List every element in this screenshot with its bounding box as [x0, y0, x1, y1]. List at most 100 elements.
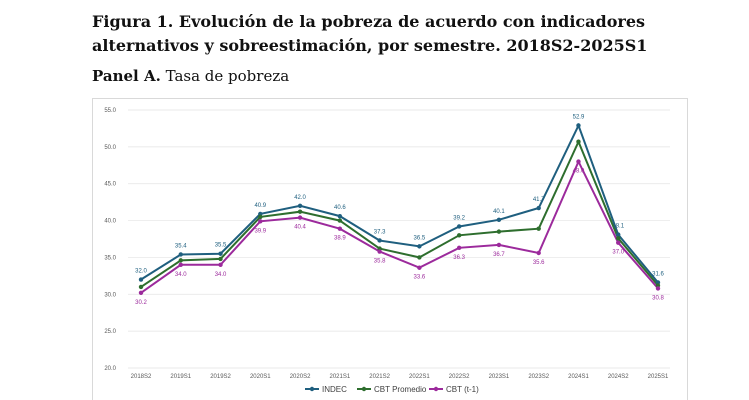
panel-subtitle: Tasa de pobreza [165, 67, 290, 85]
y-tick-label: 35.0 [104, 255, 116, 261]
data-point [178, 262, 183, 267]
data-label: 36.7 [493, 252, 505, 258]
series-line-1 [140, 139, 659, 288]
data-point [655, 286, 661, 291]
x-tick-label: 2019S2 [210, 374, 231, 380]
legend-label: CBT Promedio [374, 385, 427, 394]
x-axis-ticks: 2018S2 2019S1 2019S2 2020S1 2020S2 2021S1 2021… [131, 374, 669, 380]
data-label: 40.4 [294, 225, 306, 231]
data-point [138, 284, 144, 290]
x-tick-label: 2022S2 [449, 374, 470, 380]
chart-legend: INDEC CBT Promedio CBT (t-1) [305, 385, 479, 394]
x-tick-label: 2018S2 [131, 374, 152, 380]
data-point [337, 226, 343, 231]
data-point [576, 159, 581, 164]
y-tick-label: 20.0 [104, 366, 116, 372]
data-point [536, 250, 541, 256]
data-label: 42.0 [294, 195, 306, 201]
data-label: 38.1 [612, 224, 624, 230]
data-point [576, 139, 581, 144]
data-point [496, 229, 502, 234]
data-label: 41.7 [533, 197, 545, 203]
y-axis-ticks: 20.0 25.0 30.0 35.0 40.0 45.0 50.0 55.0 [104, 108, 116, 372]
data-label: 40.6 [334, 205, 346, 211]
data-point [297, 203, 303, 209]
x-tick-label: 2021S2 [369, 374, 390, 380]
data-label: 35.4 [175, 243, 187, 249]
data-point [337, 213, 343, 219]
data-point [456, 233, 462, 238]
data-point [138, 277, 144, 282]
data-label: 35.5 [215, 243, 227, 249]
data-point [456, 224, 462, 229]
data-point [178, 252, 183, 257]
series-line-0 [140, 122, 659, 284]
series-lines [140, 122, 659, 294]
data-label: 31.6 [652, 271, 664, 277]
data-point [218, 251, 223, 256]
data-point [496, 242, 502, 248]
figure-title: Figura 1. Evolución de la pobreza de acu… [92, 12, 648, 55]
data-label: 30.2 [135, 300, 147, 306]
series-markers [138, 123, 661, 296]
x-tick-label: 2020S1 [250, 374, 271, 380]
data-point [417, 244, 422, 249]
data-label: 48.0 [573, 169, 585, 175]
data-label: 36.3 [453, 255, 465, 261]
data-point [178, 258, 183, 263]
y-tick-label: 50.0 [104, 145, 116, 151]
data-label: 39.2 [453, 215, 465, 221]
data-point [536, 226, 541, 231]
data-label: 37.3 [374, 229, 386, 235]
data-point [218, 262, 223, 267]
data-point [337, 218, 343, 223]
data-label: 34.0 [215, 272, 227, 278]
data-point [616, 232, 621, 237]
data-label: 32.0 [135, 269, 147, 275]
data-point [377, 238, 382, 243]
data-label: 39.9 [254, 228, 266, 234]
data-label: 40.9 [254, 203, 266, 209]
legend-swatch-marker [433, 386, 439, 392]
data-label: 40.1 [493, 209, 505, 215]
y-tick-label: 55.0 [104, 108, 116, 114]
data-point [297, 209, 303, 214]
legend-label: CBT (t-1) [446, 385, 479, 394]
data-label: 30.8 [652, 295, 664, 301]
panel-title: Panel A. Tasa de pobreza [92, 67, 289, 85]
data-label: 35.6 [533, 260, 545, 266]
x-tick-label: 2024S2 [608, 374, 629, 380]
data-labels: 32.0 35.4 35.5 40.9 42.0 40.6 37.3 36.5 39.2 40.1… [135, 114, 664, 305]
data-label: 33.6 [414, 275, 426, 281]
data-point [496, 217, 502, 223]
data-point [616, 240, 621, 245]
panel-label: Panel A. [92, 67, 161, 85]
y-tick-label: 25.0 [104, 329, 116, 335]
data-point [138, 290, 144, 296]
data-label: 36.5 [414, 235, 426, 241]
data-point [576, 123, 581, 128]
data-point [456, 245, 462, 251]
data-point [417, 255, 422, 260]
x-tick-label: 2021S1 [330, 374, 351, 380]
series-line-2 [140, 159, 659, 294]
data-point [377, 249, 382, 254]
x-tick-label: 2024S1 [568, 374, 589, 380]
x-tick-label: 2022S1 [409, 374, 430, 380]
data-point [297, 215, 303, 220]
data-label: 38.9 [334, 236, 346, 242]
data-label: 34.0 [175, 272, 187, 278]
data-point [258, 214, 263, 220]
x-tick-label: 2023S2 [528, 374, 549, 380]
legend-label: INDEC [322, 385, 347, 394]
data-point [417, 265, 422, 270]
y-tick-label: 30.0 [104, 292, 116, 298]
data-point [616, 236, 621, 241]
data-point [218, 256, 223, 262]
legend-swatch-marker [309, 386, 315, 392]
data-label: 35.8 [374, 259, 386, 265]
x-tick-label: 2019S1 [170, 374, 191, 380]
data-label: 37.0 [612, 250, 624, 256]
legend-swatch-marker [361, 386, 367, 392]
